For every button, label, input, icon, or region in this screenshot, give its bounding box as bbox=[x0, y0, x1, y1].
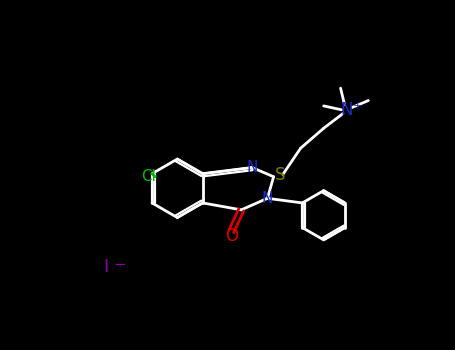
Text: N: N bbox=[340, 101, 353, 119]
Text: N: N bbox=[262, 191, 273, 206]
Text: N: N bbox=[246, 160, 258, 175]
Text: Cl: Cl bbox=[142, 169, 157, 184]
Text: S: S bbox=[274, 166, 285, 184]
Text: +: + bbox=[353, 101, 362, 111]
Text: O: O bbox=[225, 227, 238, 245]
Text: I: I bbox=[103, 258, 108, 276]
Text: −: − bbox=[113, 257, 126, 272]
